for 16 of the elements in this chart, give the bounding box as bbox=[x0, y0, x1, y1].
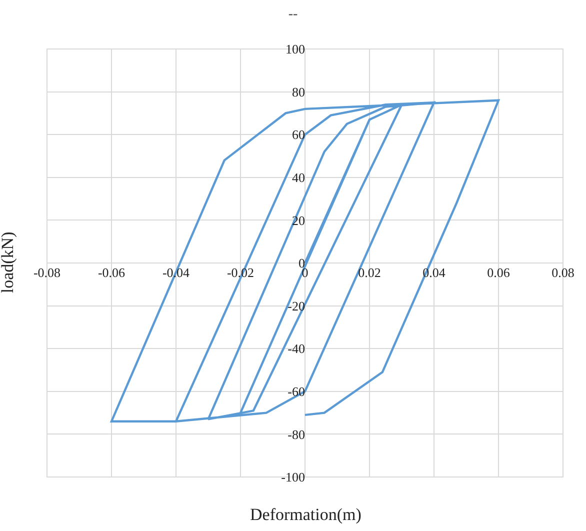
x-axis-title: Deformation(m) bbox=[250, 505, 362, 524]
y-tick-label: -60 bbox=[288, 384, 305, 399]
y-tick-label: -40 bbox=[288, 341, 305, 356]
x-tick-label: -0.06 bbox=[98, 265, 126, 280]
x-tick-label: 0.08 bbox=[552, 265, 574, 280]
y-tick-label: 100 bbox=[286, 42, 305, 57]
y-tick-label: -80 bbox=[288, 426, 305, 442]
x-tick-label: 0.02 bbox=[358, 265, 381, 280]
y-axis-title: load(kN) bbox=[0, 232, 18, 294]
y-tick-label: 40 bbox=[292, 170, 305, 185]
y-tick-label: 60 bbox=[292, 127, 305, 142]
y-tick-label: 80 bbox=[292, 84, 305, 100]
y-tick-label: -100 bbox=[281, 470, 305, 485]
x-tick-label: -0.08 bbox=[33, 265, 61, 280]
chart-title: -- bbox=[288, 6, 298, 22]
x-tick-label: 0.06 bbox=[487, 265, 510, 280]
